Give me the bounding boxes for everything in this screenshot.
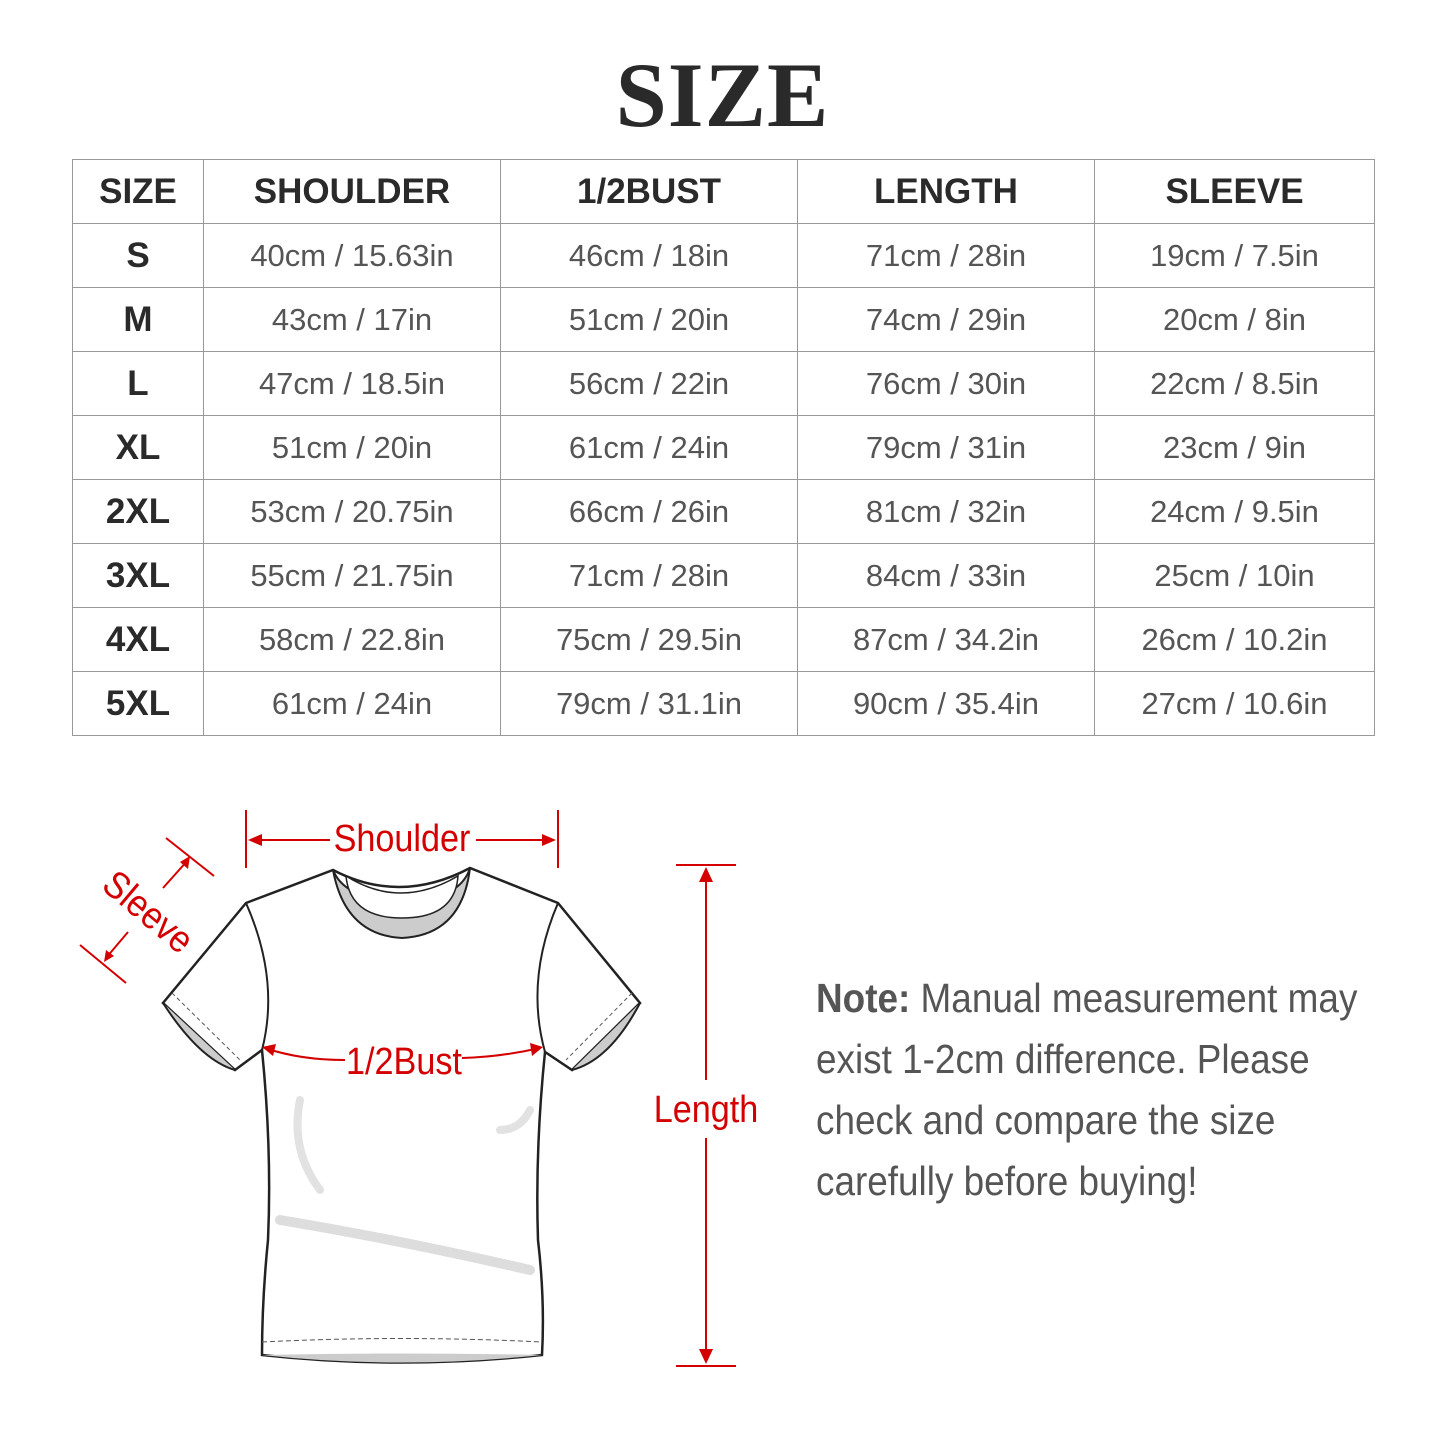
note-body: Manual measurement may exist 1-2cm diffe… xyxy=(816,975,1358,1204)
measurement-cell: 61cm / 24in xyxy=(500,415,798,480)
measurement-cell: 87cm / 34.2in xyxy=(797,607,1095,672)
size-cell: 5XL xyxy=(72,671,204,736)
bust-label: 1/2Bust xyxy=(346,1039,462,1082)
table-row: 2XL 53cm / 20.75in 66cm / 26in 81cm / 32in 2… xyxy=(72,479,1375,544)
tshirt-diagram: Shoulder 1/2Bust Length Sleeve xyxy=(79,810,759,1367)
sleeve-label: Sleeve xyxy=(95,861,203,961)
table-row: M 43cm / 17in 51cm / 20in 74cm / 29in 20cm /… xyxy=(72,287,1375,352)
header-sleeve: SLEEVE xyxy=(1094,159,1375,224)
measurement-cell: 46cm / 18in xyxy=(500,223,798,288)
measurement-cell: 19cm / 7.5in xyxy=(1094,223,1375,288)
measurement-cell: 55cm / 21.75in xyxy=(203,543,501,608)
size-cell: 2XL xyxy=(72,479,204,544)
measurement-cell: 71cm / 28in xyxy=(797,223,1095,288)
table-row: 5XL 61cm / 24in 79cm / 31.1in 90cm / 35.4in… xyxy=(72,671,1375,736)
note-label: Note: xyxy=(816,975,911,1021)
length-label: Length xyxy=(654,1087,759,1130)
table-row: 4XL 58cm / 22.8in 75cm / 29.5in 87cm / 34.2… xyxy=(72,607,1375,672)
table-row: S 40cm / 15.63in 46cm / 18in 71cm / 28in 19c… xyxy=(72,223,1375,288)
measurement-cell: 75cm / 29.5in xyxy=(500,607,798,672)
note-text: Note: Manual measurement may exist 1-2cm… xyxy=(816,968,1374,1212)
page-title: SIZE xyxy=(615,44,830,146)
measurement-cell: 56cm / 22in xyxy=(500,351,798,416)
header-size: SIZE xyxy=(72,159,204,224)
size-cell: S xyxy=(72,223,204,288)
size-table: SIZE SHOULDER 1/2BUST LENGTH SLEEVE S 40c… xyxy=(72,159,1375,736)
measurement-cell: 90cm / 35.4in xyxy=(797,671,1095,736)
measurement-cell: 24cm / 9.5in xyxy=(1094,479,1375,544)
measurement-cell: 61cm / 24in xyxy=(203,671,501,736)
header-shoulder: SHOULDER xyxy=(203,159,501,224)
table-row: L 47cm / 18.5in 56cm / 22in 76cm / 30in 22cm… xyxy=(72,351,1375,416)
measurement-cell: 25cm / 10in xyxy=(1094,543,1375,608)
measurement-cell: 71cm / 28in xyxy=(500,543,798,608)
measurement-cell: 81cm / 32in xyxy=(797,479,1095,544)
measurement-cell: 51cm / 20in xyxy=(500,287,798,352)
measurement-cell: 26cm / 10.2in xyxy=(1094,607,1375,672)
measurement-cell: 43cm / 17in xyxy=(203,287,501,352)
measurement-cell: 66cm / 26in xyxy=(500,479,798,544)
shoulder-label: Shoulder xyxy=(334,816,471,859)
measurement-cell: 53cm / 20.75in xyxy=(203,479,501,544)
measurement-cell: 58cm / 22.8in xyxy=(203,607,501,672)
header-length: LENGTH xyxy=(797,159,1095,224)
header-bust: 1/2BUST xyxy=(500,159,798,224)
measurement-cell: 51cm / 20in xyxy=(203,415,501,480)
measurement-cell: 20cm / 8in xyxy=(1094,287,1375,352)
tshirt-icon xyxy=(161,866,642,1364)
measurement-cell: 79cm / 31in xyxy=(797,415,1095,480)
measurement-cell: 76cm / 30in xyxy=(797,351,1095,416)
measurement-lines xyxy=(79,810,736,1367)
size-cell: XL xyxy=(72,415,204,480)
measurement-cell: 40cm / 15.63in xyxy=(203,223,501,288)
measurement-cell: 23cm / 9in xyxy=(1094,415,1375,480)
measurement-cell: 79cm / 31.1in xyxy=(500,671,798,736)
table-row: 3XL 55cm / 21.75in 71cm / 28in 84cm / 33in 2… xyxy=(72,543,1375,608)
size-cell: 3XL xyxy=(72,543,204,608)
size-cell: L xyxy=(72,351,204,416)
measurement-cell: 47cm / 18.5in xyxy=(203,351,501,416)
table-row: XL 51cm / 20in 61cm / 24in 79cm / 31in 23cm … xyxy=(72,415,1375,480)
table-header-row: SIZE SHOULDER 1/2BUST LENGTH SLEEVE xyxy=(72,159,1375,224)
measurement-cell: 84cm / 33in xyxy=(797,543,1095,608)
measurement-cell: 22cm / 8.5in xyxy=(1094,351,1375,416)
measurement-cell: 27cm / 10.6in xyxy=(1094,671,1375,736)
measurement-cell: 74cm / 29in xyxy=(797,287,1095,352)
size-cell: M xyxy=(72,287,204,352)
size-cell: 4XL xyxy=(72,607,204,672)
